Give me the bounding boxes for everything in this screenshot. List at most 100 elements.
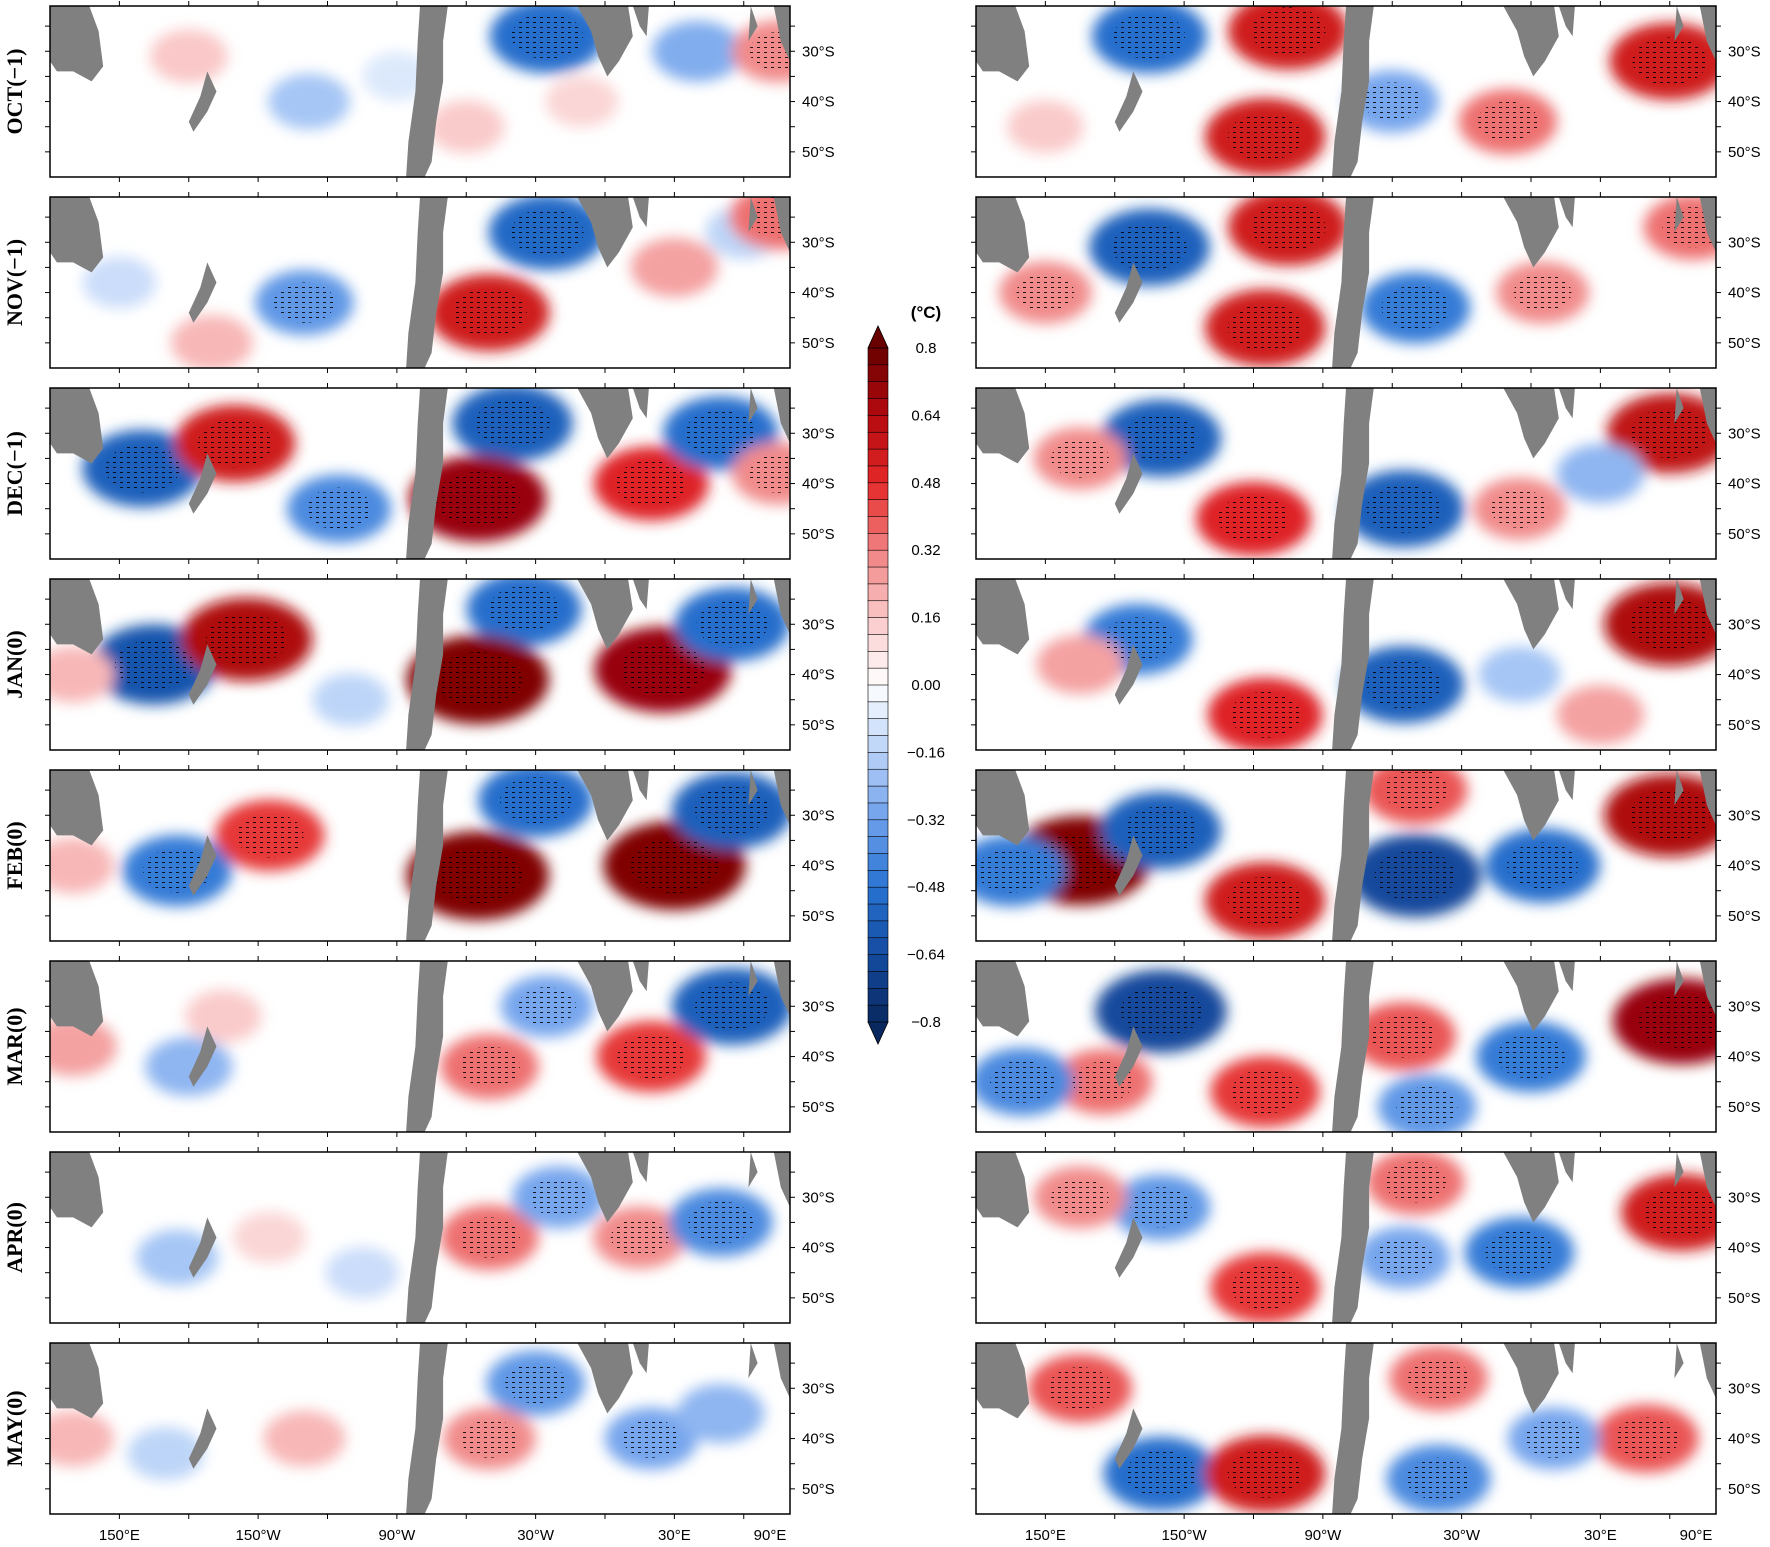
land-mass — [406, 6, 448, 177]
land-mass — [406, 388, 448, 559]
land-mass — [632, 579, 649, 610]
significance-stipple — [622, 1419, 681, 1458]
colorbar-unit: (°C) — [911, 303, 941, 322]
row-label: FEB(0) — [2, 821, 27, 889]
land-mass — [976, 1343, 1030, 1419]
colorbar-tick-label: −0.32 — [907, 812, 945, 829]
land-mass — [50, 197, 104, 273]
land-mass — [1674, 6, 1684, 42]
land-mass — [1674, 1152, 1684, 1188]
colorbar-box — [867, 448, 889, 467]
anomaly-blob — [676, 1383, 765, 1443]
panel-frame — [49, 1151, 791, 1324]
significance-stipple — [1407, 1358, 1470, 1399]
significance-stipple — [510, 208, 584, 256]
lat-tick-label: 40°S — [1728, 476, 1761, 493]
land-mass — [1503, 1343, 1559, 1414]
lat-tick-label: 40°S — [802, 1431, 835, 1448]
land-mass — [976, 770, 1030, 846]
land-mass — [188, 453, 217, 514]
colorbar-box — [867, 600, 889, 619]
significance-stipple — [1381, 285, 1450, 330]
significance-stipple — [518, 987, 577, 1026]
panel-frame — [975, 578, 1717, 751]
significance-stipple — [1047, 1367, 1113, 1410]
colorbar-box — [867, 971, 889, 989]
significance-stipple — [1371, 1015, 1437, 1058]
anomaly-blob — [127, 1427, 204, 1481]
significance-stipple — [1628, 598, 1711, 650]
significance-stipple — [1227, 303, 1303, 352]
lat-tick-label: 50°S — [802, 335, 835, 352]
land-mass — [406, 961, 448, 1132]
colorbar-box — [867, 415, 889, 433]
land-mass — [577, 1343, 633, 1414]
lat-tick-label: 30°S — [1728, 616, 1761, 633]
colorbar-tick-label: −0.8 — [911, 1014, 941, 1031]
anomaly-blob — [136, 1229, 219, 1286]
land-mass — [976, 388, 1030, 464]
anomaly-blob — [149, 29, 228, 84]
lon-tick-label: 90°W — [1304, 1527, 1342, 1544]
land-mass — [577, 1152, 633, 1223]
significance-stipple — [499, 777, 572, 824]
colorbar-box — [867, 516, 889, 534]
anomaly-blob — [145, 1037, 233, 1097]
lat-tick-label: 30°S — [1728, 998, 1761, 1015]
land-mass — [577, 961, 633, 1032]
land-mass — [748, 197, 758, 233]
land-mass — [1674, 388, 1684, 424]
lat-tick-label: 30°S — [1728, 43, 1761, 60]
significance-stipple — [617, 1034, 686, 1079]
land-mass — [1674, 1343, 1684, 1379]
anomaly-blob — [50, 646, 115, 703]
map-panel-left-4: 30°S 40°S 50°S — [45, 574, 835, 755]
land-mass — [1699, 388, 1716, 444]
land-mass — [632, 770, 649, 801]
lat-tick-label: 40°S — [802, 285, 835, 302]
colorbar-box — [867, 752, 889, 770]
anomaly-blob — [1007, 100, 1084, 154]
land-mass — [50, 579, 104, 655]
significance-stipple — [488, 586, 560, 633]
anomaly-blob — [325, 1247, 399, 1299]
colorbar-box — [867, 583, 889, 602]
anomaly-blob — [263, 1410, 346, 1467]
map-panel-left-6: 30°S 40°S 50°S — [45, 956, 835, 1137]
land-mass — [577, 579, 633, 650]
lat-tick-label: 40°S — [802, 1240, 835, 1257]
significance-stipple — [1638, 994, 1716, 1049]
land-mass — [1558, 388, 1575, 419]
land-mass — [1114, 1217, 1143, 1278]
land-mass — [1332, 1343, 1374, 1514]
land-mass — [632, 388, 649, 419]
significance-stipple — [1130, 1187, 1192, 1228]
land-mass — [1332, 197, 1374, 368]
significance-stipple — [1123, 414, 1199, 463]
panel-grid: 30°S40°S50°S30°S40°S50°S30°S40°S50°S30°S… — [45, 1, 1761, 1519]
land-mass — [1503, 388, 1559, 459]
lat-tick-label: 30°S — [802, 998, 835, 1015]
row-label: MAR(0) — [2, 1007, 27, 1085]
significance-stipple — [1227, 1449, 1303, 1498]
colorbar-box — [867, 819, 889, 838]
anomaly-blob — [233, 1211, 307, 1264]
lon-tick-label: 90°E — [754, 1527, 787, 1544]
lat-tick-label: 50°S — [802, 908, 835, 925]
anomaly-blob — [1556, 685, 1645, 745]
significance-stipple — [749, 454, 790, 493]
significance-stipple — [615, 460, 687, 507]
significance-stipple — [1016, 273, 1075, 312]
land-mass — [1558, 770, 1575, 801]
row-label: NOV(−1) — [2, 239, 27, 326]
map-panel-left-1: 30°S 40°S 50°S — [45, 1, 835, 182]
row-label: APR(0) — [2, 1202, 27, 1273]
colorbar-box — [867, 566, 889, 585]
map-panel-right-3: 30°S 40°S 50°S — [971, 383, 1761, 564]
land-mass — [773, 961, 790, 1017]
anomaly-blob — [268, 73, 350, 130]
colorbar-tick-label: 0.8 — [916, 340, 937, 357]
colorbar-box — [867, 634, 889, 652]
colorbar-box — [867, 785, 889, 804]
colorbar-tick-label: 0.64 — [911, 407, 940, 424]
